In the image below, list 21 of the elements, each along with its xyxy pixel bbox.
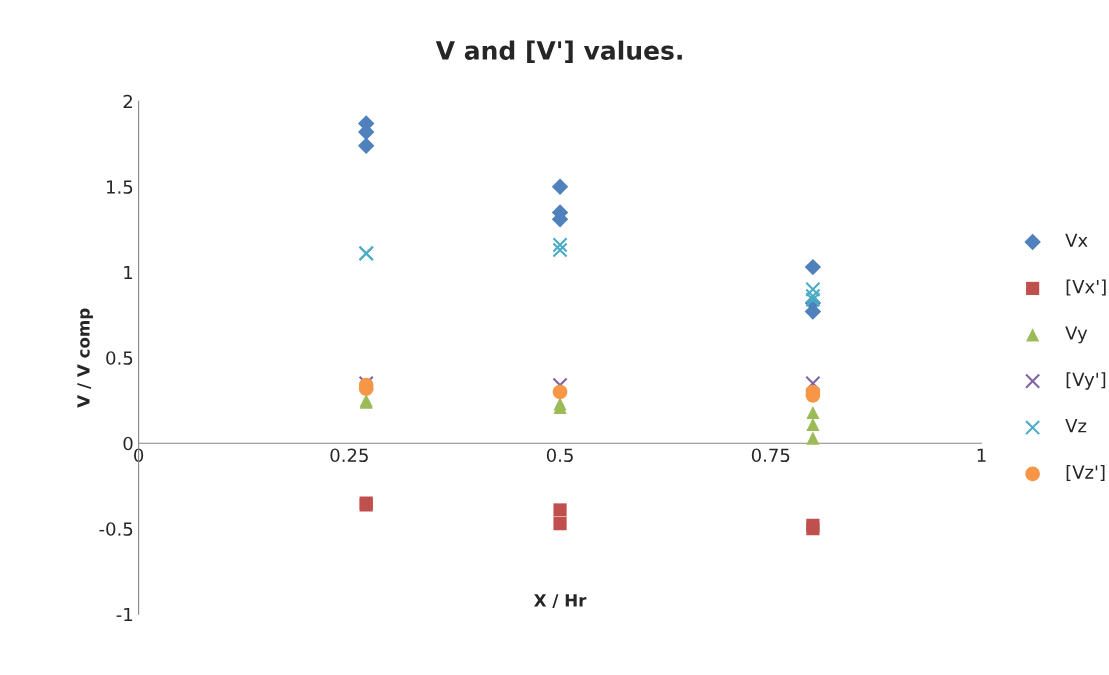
legend-label: Vx [1065, 233, 1088, 247]
y-axis-title: V / V comp [77, 308, 93, 408]
legend-label: Vz [1065, 419, 1087, 433]
legend-label: [Vy'] [1066, 372, 1106, 390]
legend-label: [Vx'] [1066, 279, 1106, 296]
y-tick-label: 0.5 [106, 351, 133, 365]
legend-label: [Vz'] [1066, 464, 1105, 482]
x-tick-label: 0.75 [751, 448, 790, 463]
y-tick-label: 1 [124, 265, 133, 280]
x-axis-title: X / Hr [534, 594, 587, 608]
legend-label: Vy [1065, 326, 1088, 344]
x-tick-label: 1 [977, 448, 986, 462]
y-tick-label: 1.5 [107, 180, 133, 194]
y-tick-label: 2 [123, 94, 132, 109]
y-tick-label: -0.5 [99, 522, 133, 536]
y-tick-label: 0 [123, 436, 133, 451]
x-tick-label: 0 [134, 448, 144, 463]
y-tick-label: -1 [116, 607, 133, 622]
x-tick-label: 0.25 [330, 448, 368, 463]
chart-title: V and [V'] values. [435, 40, 682, 63]
x-tick-label: 0.5 [546, 448, 573, 463]
